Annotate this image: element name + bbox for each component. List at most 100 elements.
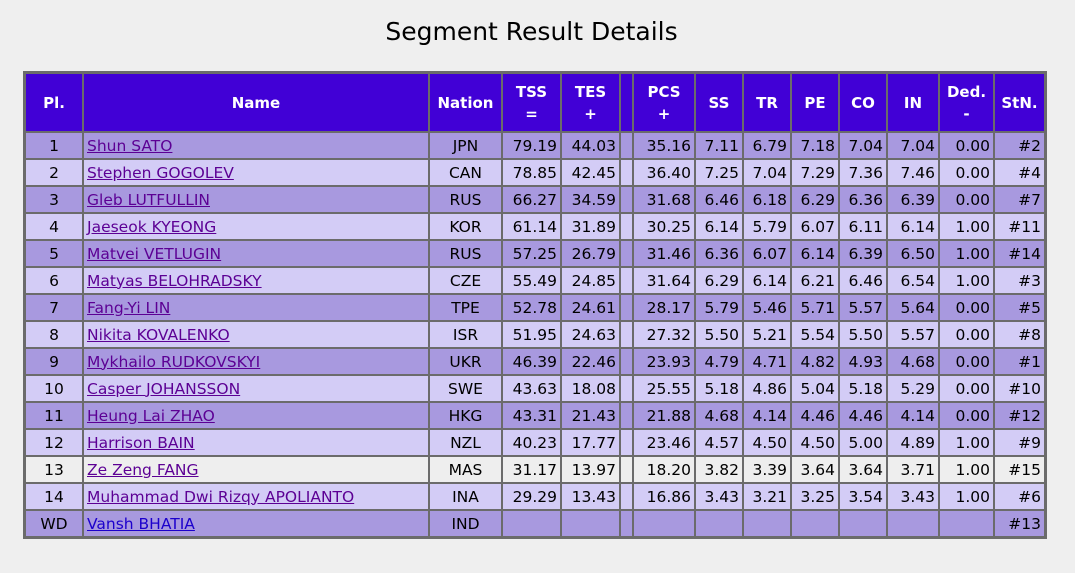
col-header-pcs: PCS + (633, 73, 695, 132)
cell-place: 6 (25, 267, 83, 294)
cell-pcs: 31.68 (633, 186, 695, 213)
cell-spacer (620, 456, 633, 483)
cell-pcs: 23.93 (633, 348, 695, 375)
skater-name-link[interactable]: Gleb LUTFULLIN (87, 190, 210, 209)
cell-tes: 22.46 (561, 348, 620, 375)
col-header-ded: Ded. - (939, 73, 994, 132)
table-row: 7 Fang-Yi LIN TPE 52.78 24.61 28.17 5.79 5.46 5.… (25, 294, 1045, 321)
cell-tss: 61.14 (502, 213, 561, 240)
cell-tr: 5.79 (743, 213, 791, 240)
cell-nation: IND (429, 510, 502, 537)
skater-name-link[interactable]: Ze Zeng FANG (87, 460, 199, 479)
cell-nation: TPE (429, 294, 502, 321)
table-row: 12 Harrison BAIN NZL 40.23 17.77 23.46 4.57 4.5… (25, 429, 1045, 456)
cell-spacer (620, 321, 633, 348)
skater-name-link[interactable]: Heung Lai ZHAO (87, 406, 215, 425)
cell-nation: ISR (429, 321, 502, 348)
skater-name-link[interactable]: Vansh BHATIA (87, 514, 195, 533)
cell-spacer (620, 348, 633, 375)
skater-name-link[interactable]: Jaeseok KYEONG (87, 217, 217, 236)
cell-ded: 1.00 (939, 267, 994, 294)
cell-tes: 21.43 (561, 402, 620, 429)
cell-nation: UKR (429, 348, 502, 375)
table-row: 1 Shun SATO JPN 79.19 44.03 35.16 7.11 6.79 7.18… (25, 132, 1045, 159)
cell-tss: 57.25 (502, 240, 561, 267)
skater-name-link[interactable]: Matvei VETLUGIN (87, 244, 222, 263)
cell-start-number: #6 (994, 483, 1045, 510)
table-row: 10 Casper JOHANSSON SWE 43.63 18.08 25.55 5.18… (25, 375, 1045, 402)
col-header-tes-label: TES (574, 82, 607, 101)
cell-tes: 24.85 (561, 267, 620, 294)
cell-ded: 0.00 (939, 159, 994, 186)
cell-place: WD (25, 510, 83, 537)
skater-name-link[interactable]: Harrison BAIN (87, 433, 195, 452)
cell-in: 3.43 (887, 483, 939, 510)
cell-in: 7.04 (887, 132, 939, 159)
cell-tr: 4.50 (743, 429, 791, 456)
cell-tss: 52.78 (502, 294, 561, 321)
cell-ss: 6.36 (695, 240, 743, 267)
col-header-pcs-label: PCS (647, 82, 681, 101)
cell-name: Ze Zeng FANG (83, 456, 429, 483)
cell-start-number: #15 (994, 456, 1045, 483)
cell-spacer (620, 510, 633, 537)
cell-place: 11 (25, 402, 83, 429)
cell-name: Casper JOHANSSON (83, 375, 429, 402)
cell-start-number: #9 (994, 429, 1045, 456)
skater-name-link[interactable]: Fang-Yi LIN (87, 298, 171, 317)
cell-tss: 46.39 (502, 348, 561, 375)
cell-start-number: #1 (994, 348, 1045, 375)
skater-name-link[interactable]: Nikita KOVALENKO (87, 325, 230, 344)
cell-pcs: 28.17 (633, 294, 695, 321)
cell-nation: MAS (429, 456, 502, 483)
cell-nation: NZL (429, 429, 502, 456)
skater-name-link[interactable]: Muhammad Dwi Rizqy APOLIANTO (87, 487, 355, 506)
cell-ded: 1.00 (939, 456, 994, 483)
table-row: 9 Mykhailo RUDKOVSKYI UKR 46.39 22.46 23.93 4.… (25, 348, 1045, 375)
cell-co (839, 510, 887, 537)
cell-pcs: 30.25 (633, 213, 695, 240)
cell-co: 3.64 (839, 456, 887, 483)
cell-ss: 6.14 (695, 213, 743, 240)
cell-place: 3 (25, 186, 83, 213)
cell-tr (743, 510, 791, 537)
cell-in: 4.89 (887, 429, 939, 456)
skater-name-link[interactable]: Matyas BELOHRADSKY (87, 271, 262, 290)
cell-pcs: 18.20 (633, 456, 695, 483)
cell-co: 6.46 (839, 267, 887, 294)
col-header-tes: TES + (561, 73, 620, 132)
cell-tr: 5.46 (743, 294, 791, 321)
cell-pcs: 36.40 (633, 159, 695, 186)
cell-tr: 6.14 (743, 267, 791, 294)
cell-ss: 4.57 (695, 429, 743, 456)
cell-tr: 6.79 (743, 132, 791, 159)
skater-name-link[interactable]: Shun SATO (87, 136, 173, 155)
cell-name: Matyas BELOHRADSKY (83, 267, 429, 294)
cell-spacer (620, 483, 633, 510)
cell-spacer (620, 240, 633, 267)
skater-name-link[interactable]: Stephen GOGOLEV (87, 163, 234, 182)
cell-pe (791, 510, 839, 537)
cell-start-number: #4 (994, 159, 1045, 186)
cell-tss: 66.27 (502, 186, 561, 213)
cell-name: Heung Lai ZHAO (83, 402, 429, 429)
col-header-nation: Nation (429, 73, 502, 132)
cell-tes: 18.08 (561, 375, 620, 402)
cell-start-number: #12 (994, 402, 1045, 429)
cell-spacer (620, 267, 633, 294)
skater-name-link[interactable]: Casper JOHANSSON (87, 379, 241, 398)
col-header-tr: TR (743, 73, 791, 132)
col-header-stn: StN. (994, 73, 1045, 132)
col-header-co: CO (839, 73, 887, 132)
cell-spacer (620, 375, 633, 402)
cell-ded: 1.00 (939, 213, 994, 240)
cell-ss: 4.68 (695, 402, 743, 429)
skater-name-link[interactable]: Mykhailo RUDKOVSKYI (87, 352, 261, 371)
cell-co: 6.39 (839, 240, 887, 267)
table-row: 11 Heung Lai ZHAO HKG 43.31 21.43 21.88 4.68 4.… (25, 402, 1045, 429)
cell-co: 6.36 (839, 186, 887, 213)
cell-co: 6.11 (839, 213, 887, 240)
cell-in: 6.39 (887, 186, 939, 213)
cell-tr: 3.39 (743, 456, 791, 483)
cell-tss: 55.49 (502, 267, 561, 294)
